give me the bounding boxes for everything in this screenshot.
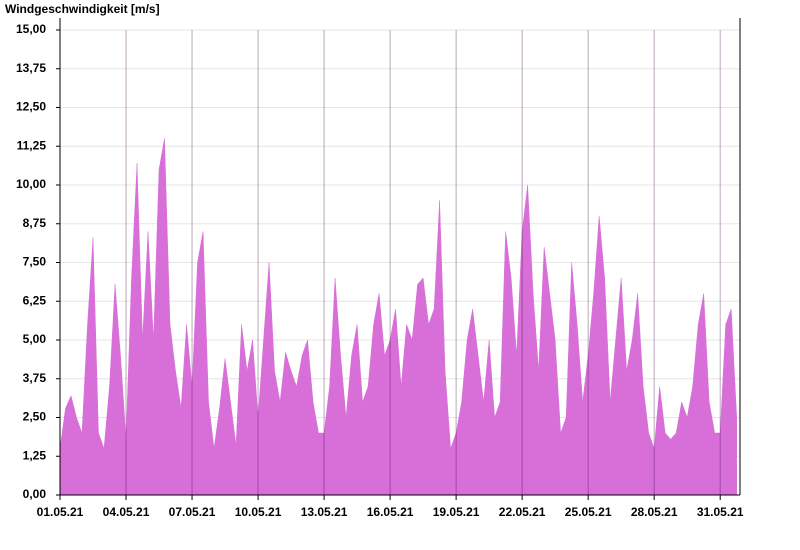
x-tick-label: 31.05.21	[697, 505, 744, 519]
x-tick-label: 01.05.21	[37, 505, 84, 519]
area	[59, 138, 737, 496]
y-tick-label: 15,00	[16, 22, 46, 36]
x-tick-label: 28.05.21	[631, 505, 678, 519]
x-tick-label: 13.05.21	[301, 505, 348, 519]
y-tick-label: 7,50	[23, 255, 47, 269]
y-tick-label: 13,75	[16, 61, 46, 75]
y-tick-label: 11,25	[17, 138, 47, 152]
y-tick-label: 12,50	[16, 100, 46, 114]
x-tick-label: 10.05.21	[235, 505, 282, 519]
y-tick-label: 0,00	[23, 487, 47, 501]
x-tick-label: 25.05.21	[565, 505, 612, 519]
x-tick-label: 22.05.21	[499, 505, 546, 519]
x-tick-label: 19.05.21	[433, 505, 480, 519]
chart-title: Windgeschwindigkeit [m/s]	[5, 2, 160, 16]
y-tick-label: 3,75	[23, 371, 47, 385]
x-tick-label: 16.05.21	[367, 505, 414, 519]
y-tick-label: 5,00	[23, 332, 47, 346]
y-tick-label: 6,25	[23, 293, 47, 307]
y-tick-label: 2,50	[23, 410, 47, 424]
y-tick-label: 8,75	[23, 216, 47, 230]
y-tick-label: 10,00	[16, 177, 46, 191]
y-tick-label: 1,25	[23, 448, 47, 462]
x-tick-label: 04.05.21	[103, 505, 150, 519]
x-tick-label: 07.05.21	[169, 505, 216, 519]
